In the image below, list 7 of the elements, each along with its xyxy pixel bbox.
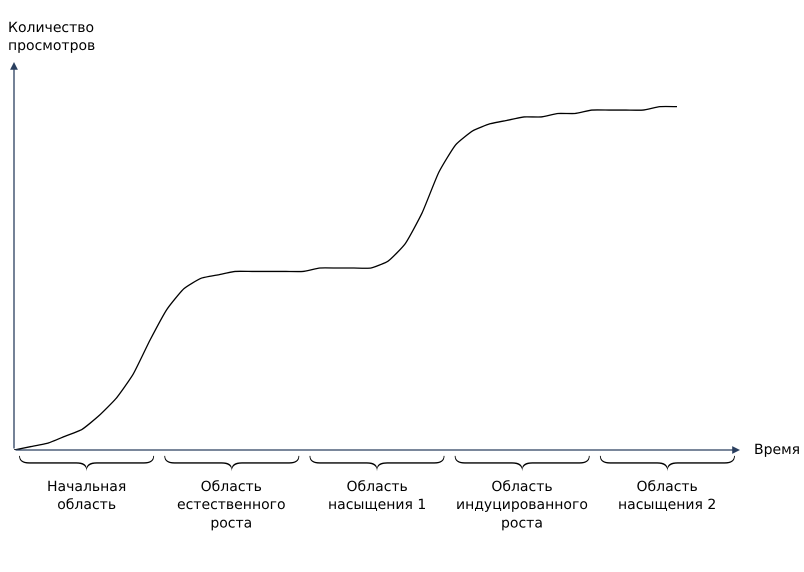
- text: Область насыщения 1: [328, 479, 426, 514]
- y-axis-title: Количество просмотров: [8, 20, 96, 54]
- text: Область естественного роста: [177, 479, 286, 532]
- text: Начальная область: [47, 479, 126, 514]
- x-axis-title: Время: [754, 442, 800, 458]
- text: Область индуцированного роста: [456, 479, 588, 532]
- text: Область насыщения 2: [618, 479, 716, 514]
